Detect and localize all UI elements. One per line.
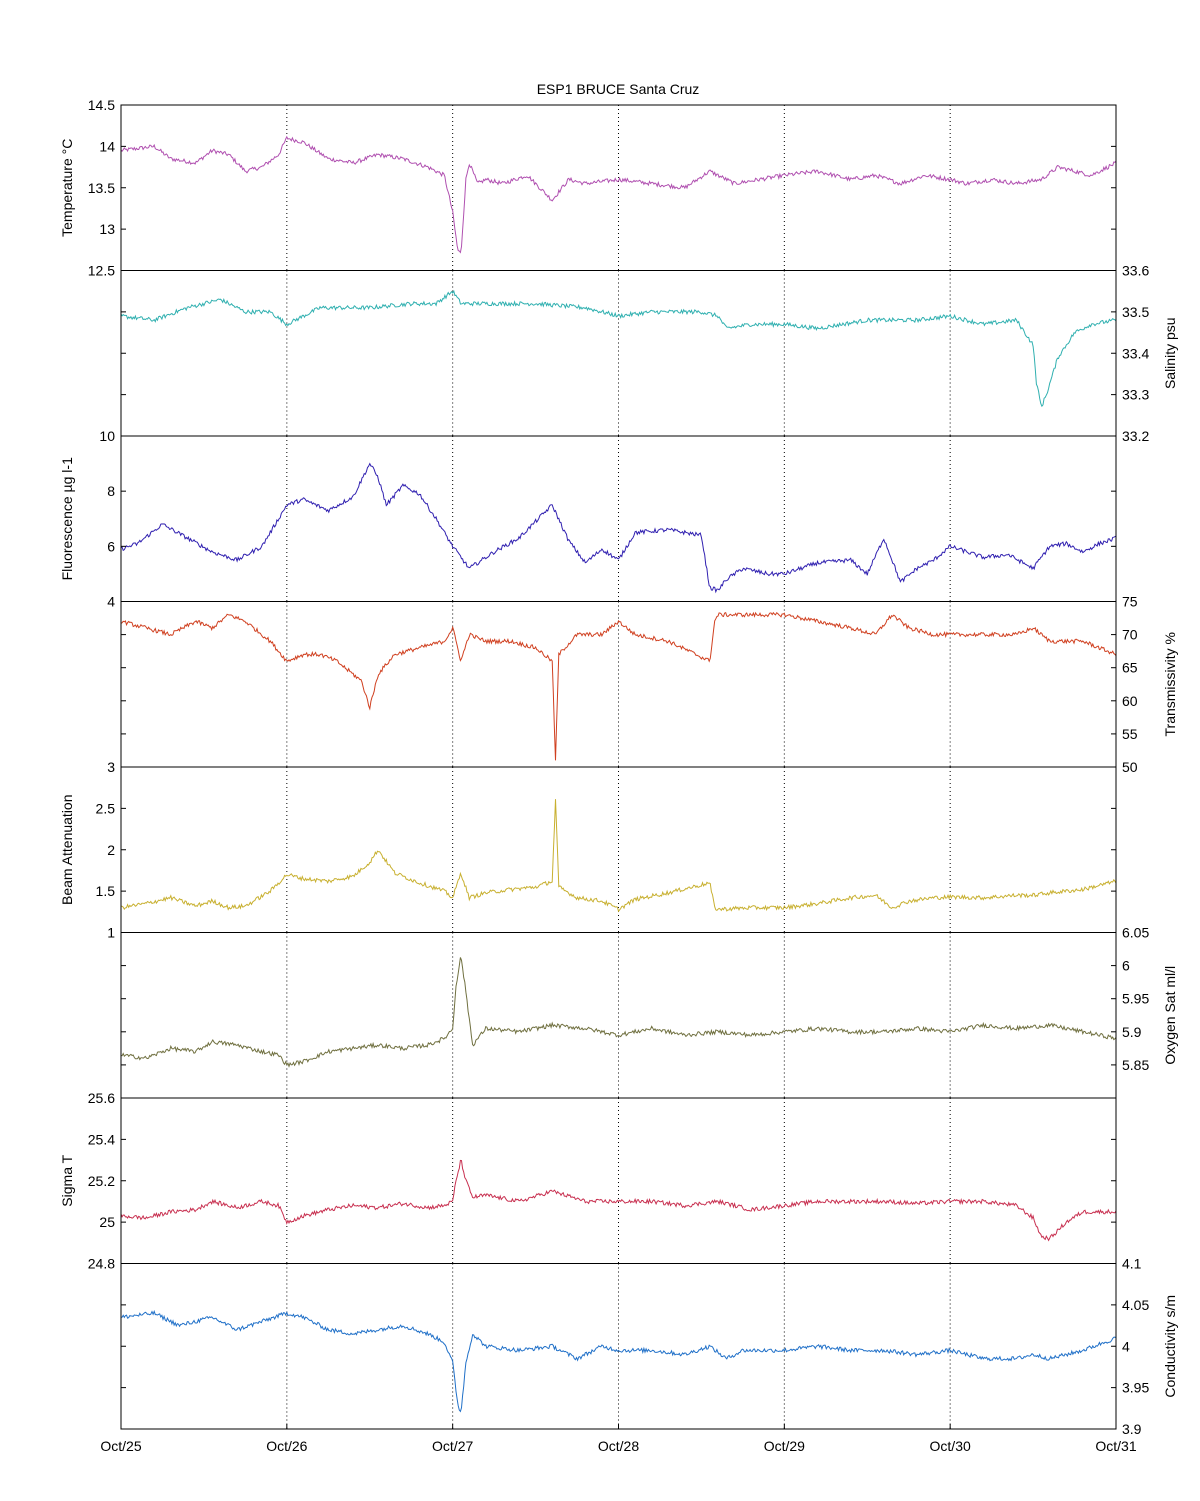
y-tick-label-sigma_t: 25.6 (88, 1090, 115, 1106)
series-line-transmissivity (120, 611, 1117, 761)
y-tick-label-oxygen_sat: 5.85 (1122, 1057, 1149, 1073)
y-axis-label-fluorescence: Fluorescence µg l-1 (59, 457, 75, 580)
panel-oxygen_sat: 5.85 5.9 5.95 6 6.05 Oxygen Sat ml/l (120, 925, 1178, 1099)
y-tick-label-beam_attenuation: 1 (107, 925, 115, 941)
x-axis: Oct/25 Oct/26 Oct/27 Oct/28 Oct/29 Oct/30 Oct/… (100, 1424, 1137, 1454)
y-tick-label-beam_attenuation: 3 (107, 759, 115, 775)
x-tick-label: Oct/25 (100, 1438, 141, 1454)
y-tick-label-conductivity: 4.05 (1122, 1297, 1149, 1313)
series-line-salinity (120, 289, 1117, 408)
y-axis-label-transmissivity: Transmissivity % (1162, 632, 1178, 737)
y-tick-label-sigma_t: 25.4 (88, 1131, 115, 1147)
y-tick-label-transmissivity: 65 (1122, 660, 1138, 676)
y-tick-label-beam_attenuation: 2 (107, 842, 115, 858)
y-tick-label-salinity: 33.3 (1122, 387, 1149, 403)
y-tick-label-beam_attenuation: 2.5 (96, 800, 116, 816)
y-axis-label-salinity: Salinity psu (1162, 317, 1178, 389)
y-tick-label-sigma_t: 25 (99, 1214, 115, 1230)
y-tick-label-conductivity: 3.9 (1122, 1421, 1142, 1437)
panel-salinity: 33.2 33.3 33.4 33.5 33.6 Salinity psu (120, 263, 1178, 444)
series-line-sigma_t (120, 1159, 1117, 1242)
y-axis-label-conductivity: Conductivity s/m (1162, 1295, 1178, 1398)
y-tick-label-temperature: 13 (99, 221, 115, 237)
y-tick-label-fluorescence: 6 (107, 538, 115, 554)
series-line-conductivity (120, 1309, 1117, 1413)
y-tick-label-temperature: 13.5 (88, 180, 115, 196)
y-tick-label-salinity: 33.4 (1122, 345, 1149, 361)
y-axis-label-sigma_t: Sigma T (59, 1154, 75, 1206)
y-tick-label-oxygen_sat: 5.9 (1122, 1024, 1142, 1040)
panel-sigma_t: 24.8 25 25.2 25.4 25.6 Sigma T (59, 1090, 1117, 1272)
panel-conductivity: 3.9 3.95 4 4.05 4.1 Conductivity s/m (120, 1256, 1178, 1437)
y-tick-label-temperature: 14 (99, 138, 115, 154)
series-line-fluorescence (120, 462, 1117, 594)
x-tick-label: Oct/26 (266, 1438, 307, 1454)
y-tick-label-sigma_t: 25.2 (88, 1173, 115, 1189)
x-tick-label: Oct/30 (930, 1438, 971, 1454)
y-tick-label-transmissivity: 60 (1122, 693, 1138, 709)
y-tick-label-fluorescence: 8 (107, 483, 115, 499)
series-line-oxygen_sat (120, 957, 1117, 1068)
y-tick-label-temperature: 12.5 (88, 263, 115, 279)
y-tick-label-salinity: 33.6 (1122, 263, 1149, 279)
y-tick-label-fluorescence: 10 (99, 428, 115, 444)
y-tick-label-oxygen_sat: 6.05 (1122, 925, 1149, 941)
y-tick-label-salinity: 33.2 (1122, 428, 1149, 444)
y-tick-label-temperature: 14.5 (88, 97, 115, 113)
y-axis-label-oxygen_sat: Oxygen Sat ml/l (1162, 966, 1178, 1065)
x-tick-label: Oct/28 (598, 1438, 639, 1454)
y-axis-label-temperature: Temperature °C (59, 139, 75, 237)
y-tick-label-salinity: 33.5 (1122, 304, 1149, 320)
panel-temperature: 12.5 13 13.5 14 14.5 Temperature °C (59, 97, 1117, 279)
y-tick-label-fluorescence: 4 (107, 594, 115, 610)
panel-transmissivity: 50 55 60 65 70 75 Transmissivity % (120, 594, 1178, 775)
y-tick-label-conductivity: 3.95 (1122, 1380, 1149, 1396)
x-tick-label: Oct/27 (432, 1438, 473, 1454)
panel-beam_attenuation: 1 1.5 2 2.5 3 Beam Attenuation (59, 759, 1117, 941)
x-tick-label: Oct/31 (1095, 1438, 1136, 1454)
y-tick-label-sigma_t: 24.8 (88, 1256, 115, 1272)
series-line-temperature (120, 135, 1117, 254)
y-tick-label-beam_attenuation: 1.5 (96, 883, 116, 899)
y-tick-label-oxygen_sat: 5.95 (1122, 991, 1149, 1007)
y-tick-label-oxygen_sat: 6 (1122, 958, 1130, 974)
y-tick-label-transmissivity: 50 (1122, 759, 1138, 775)
y-tick-label-conductivity: 4.1 (1122, 1256, 1142, 1272)
y-tick-label-conductivity: 4 (1122, 1338, 1130, 1354)
panel-fluorescence: 4 6 8 10 Fluorescence µg l-1 (59, 428, 1117, 610)
y-axis-label-beam_attenuation: Beam Attenuation (59, 794, 75, 905)
chart-title: ESP1 BRUCE Santa Cruz (537, 81, 700, 97)
series-line-beam_attenuation (120, 799, 1117, 913)
y-tick-label-transmissivity: 55 (1122, 726, 1138, 742)
y-tick-label-transmissivity: 70 (1122, 627, 1138, 643)
y-tick-label-transmissivity: 75 (1122, 594, 1138, 610)
x-tick-label: Oct/29 (764, 1438, 805, 1454)
